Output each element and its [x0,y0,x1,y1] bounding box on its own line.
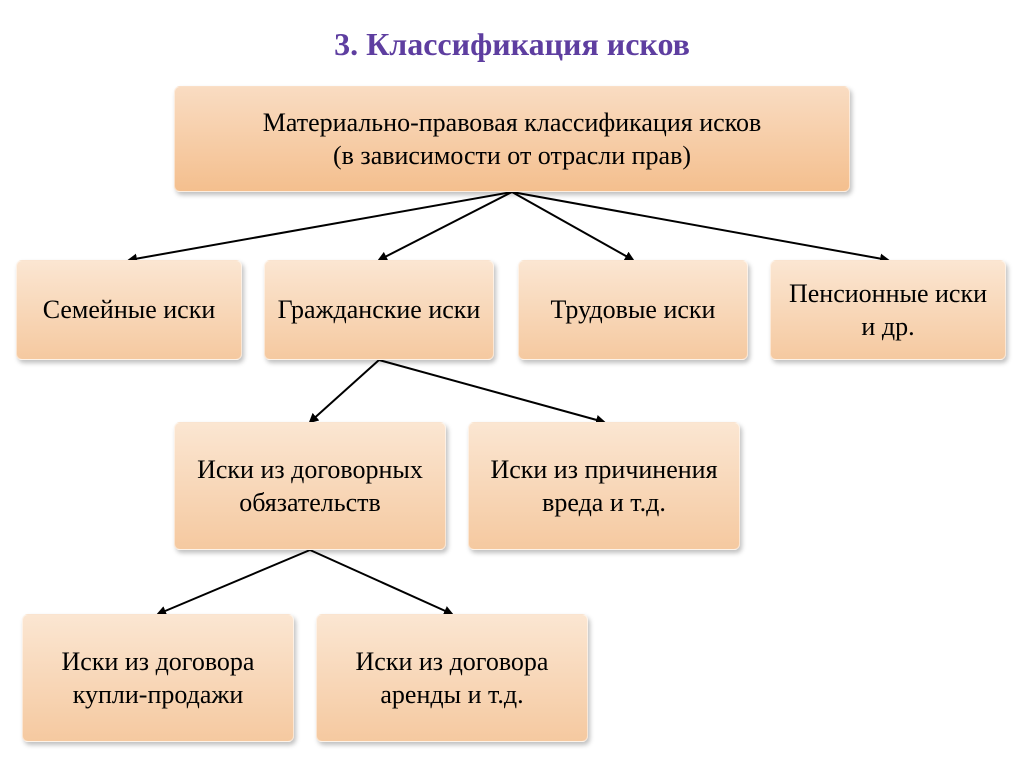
node-label: Иски из договорных обязательств [183,453,437,520]
arrow [310,550,452,614]
node-root: Материально-правовая классификация исков… [174,86,850,192]
arrow [512,192,888,260]
node-contract-claims: Иски из договорных обязательств [174,422,446,550]
node-label: Иски из договора аренды и т.д. [325,645,579,712]
node-label: Материально-правовая классификация исков… [263,106,761,173]
node-label: Пенсионные иски и др. [779,277,997,344]
node-sale-contract: Иски из договора купли-продажи [22,614,294,742]
arrow [512,192,633,260]
node-label: Гражданские иски [278,293,481,326]
node-labor-claims: Трудовые иски [518,260,748,360]
node-rent-contract: Иски из договора аренды и т.д. [316,614,588,742]
node-label: Трудовые иски [551,293,716,326]
arrow [379,360,604,422]
node-label: Семейные иски [43,293,216,326]
arrow [310,360,379,422]
node-label: Иски из причинения вреда и т.д. [477,453,731,520]
slide-title: 3. Классификация исков [0,26,1024,63]
arrow [158,550,310,614]
node-damage-claims: Иски из причинения вреда и т.д. [468,422,740,550]
node-label: Иски из договора купли-продажи [31,645,285,712]
arrow [379,192,512,260]
slide: 3. Классификация исков Материально-право… [0,0,1024,767]
node-civil-claims: Гражданские иски [264,260,494,360]
arrow [129,192,512,260]
node-family-claims: Семейные иски [16,260,242,360]
node-pension-claims: Пенсионные иски и др. [770,260,1006,360]
slide-title-text: 3. Классификация исков [334,26,690,62]
